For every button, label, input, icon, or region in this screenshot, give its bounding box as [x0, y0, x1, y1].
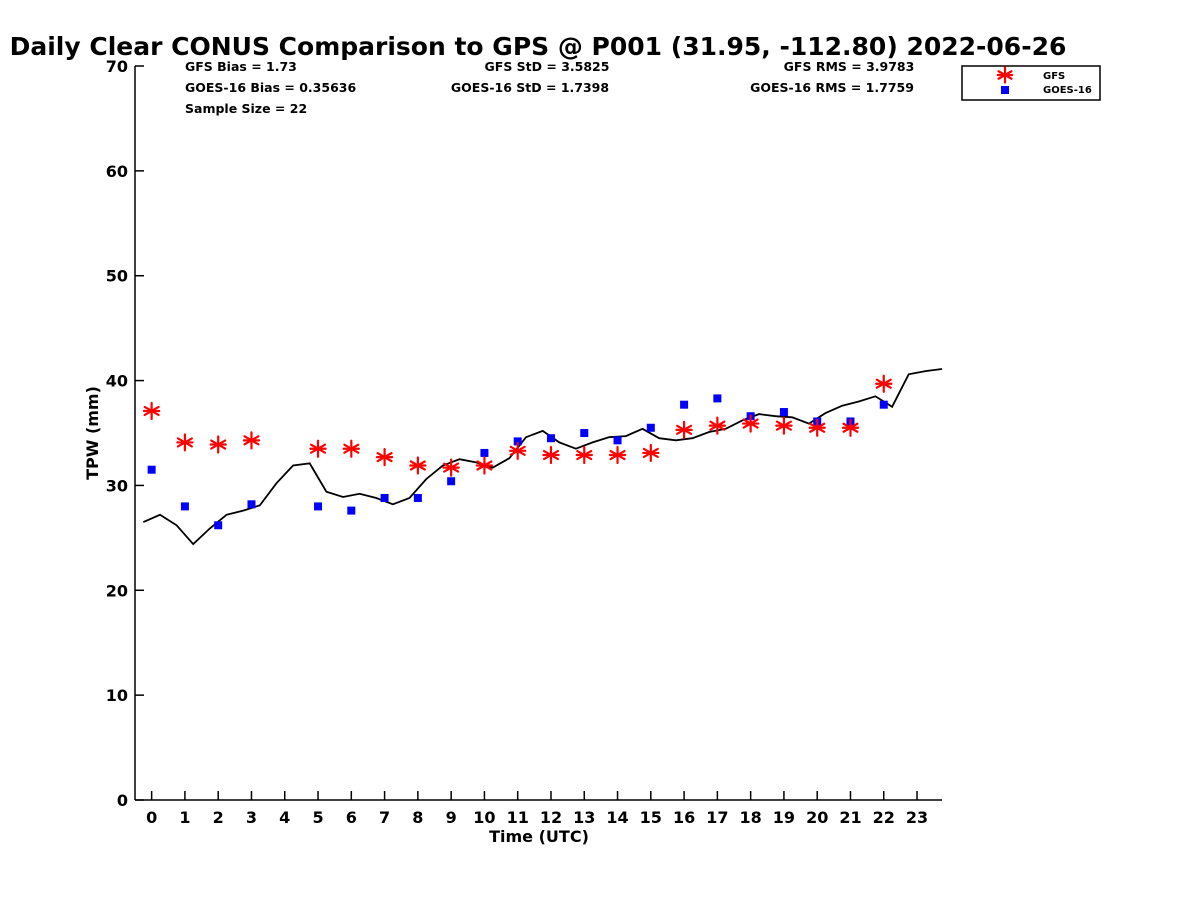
- x-tick-label-23: 23: [906, 808, 928, 827]
- stat-gfs-std: GFS StD = 3.5825: [485, 59, 610, 74]
- gfs-point-3: [242, 431, 261, 450]
- gfs-point-0: [142, 401, 161, 421]
- plot-area: [142, 368, 943, 546]
- gfs-point-6: [375, 448, 394, 467]
- goes-point-10: [513, 437, 522, 446]
- y-tick-label-10: 10: [106, 686, 128, 705]
- goes-point-11: [546, 434, 555, 443]
- y-tick-label-40: 40: [106, 372, 128, 391]
- x-tick-label-15: 15: [640, 808, 662, 827]
- legend-gfs-asterisk: [996, 66, 1014, 84]
- chart-title: Daily Clear CONUS Comparison to GPS @ P0…: [10, 32, 1067, 61]
- y-tick-label-20: 20: [106, 581, 128, 600]
- goes-point-6: [380, 494, 389, 503]
- x-tick-label-5: 5: [312, 808, 323, 827]
- x-axis-label: Time (UTC): [489, 827, 589, 846]
- goes-point-9: [480, 448, 489, 457]
- goes-point-12: [580, 429, 589, 437]
- x-tick-label-13: 13: [573, 808, 595, 827]
- goes-point-3: [247, 500, 256, 509]
- x-tick-label-10: 10: [473, 808, 495, 827]
- x-tick-label-22: 22: [873, 808, 895, 827]
- stat-goes-bias: GOES-16 Bias = 0.35636: [185, 80, 356, 95]
- gfs-point-17: [741, 414, 760, 433]
- x-tick-label-0: 0: [146, 808, 157, 827]
- legend: GFS GOES-16: [961, 65, 1101, 101]
- gfs-point-4: [309, 439, 327, 458]
- x-tick-label-20: 20: [806, 808, 828, 827]
- x-tick-label-11: 11: [507, 808, 529, 827]
- y-tick-label-0: 0: [117, 791, 128, 810]
- goes-point-5: [347, 506, 356, 515]
- goes-point-16: [713, 394, 722, 403]
- gfs-point-13: [608, 445, 627, 465]
- x-tick-label-19: 19: [773, 808, 795, 827]
- x-tick-label-14: 14: [606, 808, 628, 827]
- y-tick-label-60: 60: [106, 162, 128, 181]
- goes-point-18: [779, 408, 788, 417]
- x-tick-label-16: 16: [673, 808, 695, 827]
- x-tick-label-3: 3: [246, 808, 257, 827]
- x-tick-label-17: 17: [706, 808, 728, 827]
- x-tick-label-7: 7: [379, 808, 390, 827]
- goes-point-1: [180, 502, 189, 511]
- goes-point-14: [646, 423, 655, 432]
- gfs-point-7: [409, 456, 427, 475]
- x-tick-label-21: 21: [839, 808, 861, 827]
- goes-point-7: [413, 494, 422, 503]
- gfs-point-8: [442, 458, 460, 477]
- gfs-point-5: [342, 439, 361, 458]
- legend-goes-label: GOES-16: [1043, 85, 1092, 96]
- x-tick-label-4: 4: [279, 808, 290, 827]
- goes-point-4: [314, 502, 323, 511]
- gfs-point-9: [475, 456, 494, 475]
- x-tick-label-1: 1: [179, 808, 190, 827]
- stat-gfs-bias: GFS Bias = 1.73: [185, 59, 297, 74]
- stat-gfs-rms: GFS RMS = 3.9783: [784, 59, 915, 74]
- y-tick-label-70: 70: [106, 57, 128, 76]
- legend-box: [961, 65, 1101, 101]
- legend-gfs-label: GFS: [1043, 71, 1065, 82]
- gfs-point-16: [708, 416, 727, 435]
- gfs-point-11: [542, 445, 560, 465]
- y-tick-label-30: 30: [106, 476, 128, 495]
- goes-point-21: [879, 400, 888, 409]
- gfs-point-20: [841, 418, 860, 437]
- legend-gfs-marker: [996, 66, 1014, 84]
- y-axis-label: TPW (mm): [83, 386, 102, 480]
- gfs-point-2: [209, 435, 227, 454]
- reference-line: [142, 368, 943, 546]
- stat-goes-std: GOES-16 StD = 1.7398: [451, 80, 609, 95]
- gfs-point-21: [875, 374, 893, 393]
- goes-point-0: [147, 465, 156, 474]
- gfs-point-1: [176, 433, 194, 452]
- x-tick-label-18: 18: [740, 808, 762, 827]
- gfs-point-15: [675, 420, 693, 439]
- legend-goes-marker: [1001, 86, 1009, 94]
- gfs-point-18: [775, 416, 793, 435]
- y-tick-label-50: 50: [106, 267, 128, 286]
- goes-point-13: [613, 436, 622, 445]
- x-tick-label-8: 8: [412, 808, 423, 827]
- gfs-point-10: [509, 441, 527, 460]
- gfs-point-12: [575, 445, 593, 465]
- x-tick-label-9: 9: [446, 808, 457, 827]
- stats-block: GFS Bias = 1.73 GOES-16 Bias = 0.35636 S…: [185, 59, 914, 116]
- gfs-point-14: [642, 443, 660, 463]
- goes-point-15: [680, 400, 689, 409]
- gfs-point-19: [808, 418, 826, 437]
- x-tick-label-6: 6: [346, 808, 357, 827]
- goes-point-2: [214, 521, 223, 530]
- x-tick-label-12: 12: [540, 808, 562, 827]
- stat-goes-rms: GOES-16 RMS = 1.7759: [750, 80, 914, 95]
- stat-sample-size: Sample Size = 22: [185, 101, 307, 116]
- x-tick-label-2: 2: [213, 808, 224, 827]
- goes-point-8: [447, 477, 456, 486]
